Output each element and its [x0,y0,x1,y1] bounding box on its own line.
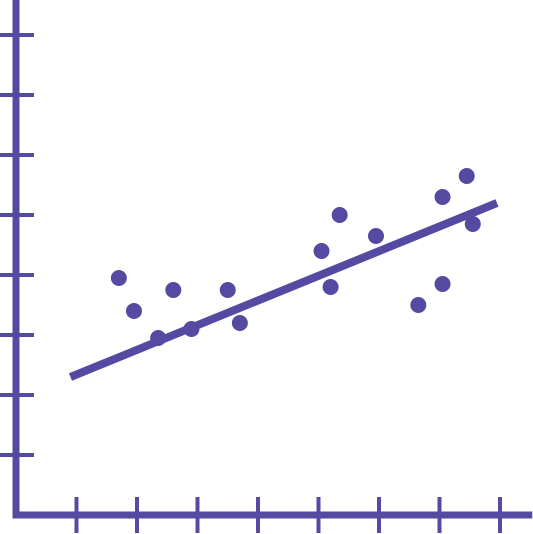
trend-line-layer [68,199,499,381]
data-point-11 [367,228,384,244]
data-point-16 [464,216,481,232]
data-point-7 [231,315,248,331]
data-point-10 [331,207,348,223]
data-point-15 [458,168,475,184]
tick-marks [0,33,502,533]
data-points [110,168,481,346]
data-point-14 [434,189,451,205]
data-point-13 [434,276,451,292]
data-point-1 [110,270,127,286]
axes [12,0,533,519]
trend-line [68,199,499,381]
data-point-4 [165,282,182,298]
data-point-2 [125,303,142,319]
data-point-12 [410,297,427,313]
data-point-5 [183,321,200,337]
data-point-8 [313,243,330,259]
data-point-3 [150,330,167,346]
data-point-9 [322,279,339,295]
data-point-6 [219,282,236,298]
